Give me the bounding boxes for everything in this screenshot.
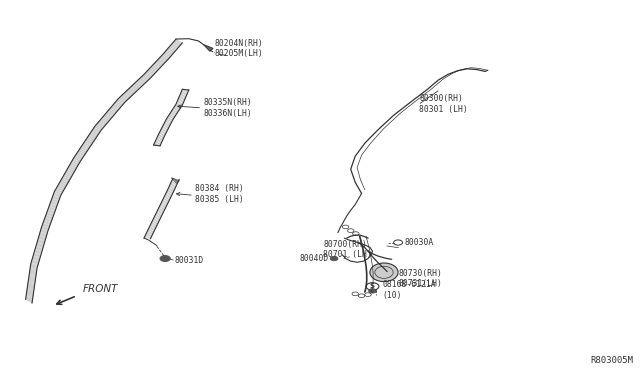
Text: FRONT: FRONT xyxy=(83,284,118,294)
Polygon shape xyxy=(172,178,179,183)
Text: 80030A: 80030A xyxy=(404,238,434,247)
Text: 80730(RH)
80731(LH): 80730(RH) 80731(LH) xyxy=(398,269,442,288)
Text: 80204N(RH)
80205M(LH): 80204N(RH) 80205M(LH) xyxy=(214,39,263,58)
Text: 80700(RH)
80701 (LH): 80700(RH) 80701 (LH) xyxy=(323,240,372,259)
Ellipse shape xyxy=(370,263,398,282)
Text: 80384 (RH)
80385 (LH): 80384 (RH) 80385 (LH) xyxy=(195,185,244,204)
Text: R803005M: R803005M xyxy=(591,356,634,365)
Text: 80335N(RH)
80336N(LH): 80335N(RH) 80336N(LH) xyxy=(204,98,252,118)
Circle shape xyxy=(369,289,376,293)
Text: 80031D: 80031D xyxy=(174,256,204,265)
Polygon shape xyxy=(204,45,213,51)
Circle shape xyxy=(330,256,338,261)
Text: 80040D: 80040D xyxy=(300,254,329,263)
Circle shape xyxy=(160,256,170,262)
Text: 80300(RH)
80301 (LH): 80300(RH) 80301 (LH) xyxy=(419,94,468,114)
Text: S: S xyxy=(370,283,375,289)
Text: 08168-6121A
(10): 08168-6121A (10) xyxy=(383,280,436,300)
